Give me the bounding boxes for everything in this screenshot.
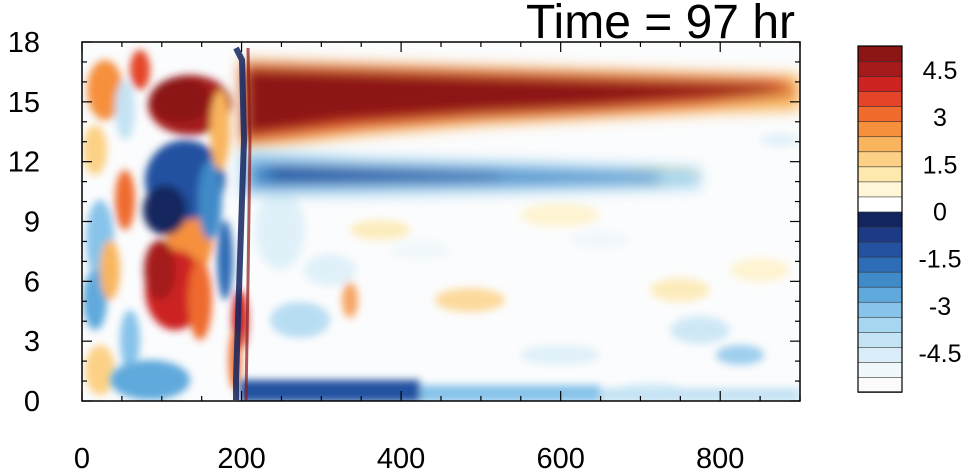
colorbar-label: -3 (929, 293, 951, 321)
colorbar-swatch (857, 120, 903, 138)
x-tick-label: 600 (536, 443, 584, 473)
chart-title: Time = 97 hr (526, 0, 795, 49)
colorbar-frame (857, 45, 903, 393)
colorbar-swatch (857, 166, 903, 183)
colorbar-swatch (857, 241, 903, 258)
colorbar-swatch (857, 105, 903, 123)
colorbar-label: 0 (933, 198, 947, 226)
colorbar-swatch (857, 271, 903, 288)
colorbar-swatch (857, 316, 903, 333)
colorbar-swatch (857, 211, 903, 228)
colorbar-swatch (857, 60, 903, 77)
y-tick-label: 12 (8, 147, 40, 179)
colorbar-swatch (857, 376, 903, 393)
front-line (233, 46, 252, 401)
x-tick-label: 0 (74, 443, 90, 473)
colorbar-label: 1.5 (923, 151, 958, 179)
y-tick-label: 3 (24, 326, 40, 358)
colorbar-swatch (857, 256, 903, 273)
left-turbulence (83, 50, 150, 395)
colorbar-swatch (857, 181, 903, 198)
x-tick-label: 800 (696, 443, 744, 473)
y-tick-label: 15 (8, 87, 40, 119)
y-axis: 0 3 6 9 12 15 18 (8, 27, 800, 418)
colorbar-swatch (857, 286, 903, 303)
central-disturbance (110, 75, 248, 400)
colorbar-label: -1.5 (918, 246, 961, 274)
colorbar-label: -4.5 (918, 340, 961, 368)
colorbar-swatch (857, 75, 903, 92)
colorbar-swatch (857, 135, 903, 153)
x-tick-label: 200 (217, 443, 265, 473)
colorbar-swatch (857, 45, 903, 62)
colorbar-swatch (857, 151, 903, 168)
colorbar-label: 3 (933, 104, 947, 132)
y-tick-label: 0 (24, 386, 40, 418)
lower-negative-band (240, 150, 700, 195)
colorbar-swatch (857, 361, 903, 378)
colorbar-swatch (857, 346, 903, 363)
y-tick-label: 9 (24, 207, 40, 239)
colorbar-swatch (857, 226, 903, 243)
field-layer (83, 46, 800, 401)
colorbar-swatch (857, 196, 903, 213)
colorbar-swatch (857, 331, 903, 348)
upper-positive-band (240, 60, 800, 150)
colorbar-swatch (857, 90, 903, 107)
x-tick-label: 400 (377, 443, 425, 473)
colorbar: 4.5 3 1.5 0 -1.5 -3 -4.5 (857, 45, 962, 393)
y-tick-label: 18 (8, 27, 40, 59)
bottom-negative-strip (240, 380, 800, 401)
colorbar-label: 4.5 (923, 57, 958, 85)
colorbar-swatch (857, 301, 903, 318)
y-tick-label: 6 (24, 266, 40, 298)
x-axis: 0 200 400 600 800 (74, 42, 801, 473)
